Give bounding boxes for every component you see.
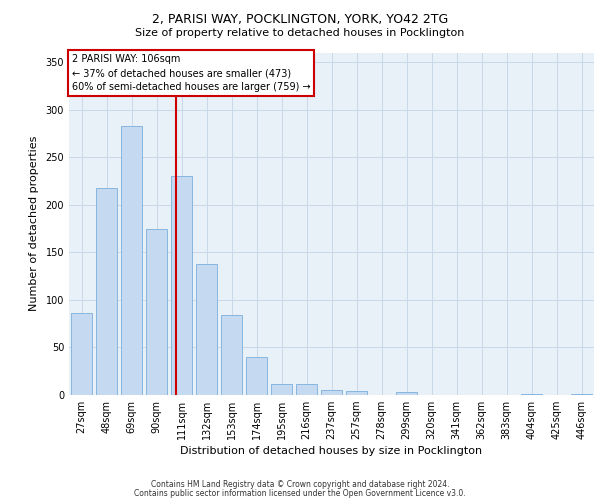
Bar — [96, 188, 117, 395]
Y-axis label: Number of detached properties: Number of detached properties — [29, 136, 38, 312]
Bar — [196, 264, 217, 395]
Bar — [271, 384, 292, 395]
Bar — [221, 315, 242, 395]
X-axis label: Distribution of detached houses by size in Pocklington: Distribution of detached houses by size … — [181, 446, 482, 456]
Bar — [571, 394, 592, 395]
Bar — [146, 228, 167, 395]
Bar — [346, 391, 367, 395]
Bar — [71, 313, 92, 395]
Bar — [121, 126, 142, 395]
Text: Size of property relative to detached houses in Pocklington: Size of property relative to detached ho… — [136, 28, 464, 38]
Bar — [296, 384, 317, 395]
Text: 2 PARISI WAY: 106sqm
← 37% of detached houses are smaller (473)
60% of semi-deta: 2 PARISI WAY: 106sqm ← 37% of detached h… — [71, 54, 310, 92]
Bar — [521, 394, 542, 395]
Text: Contains HM Land Registry data © Crown copyright and database right 2024.: Contains HM Land Registry data © Crown c… — [151, 480, 449, 489]
Text: 2, PARISI WAY, POCKLINGTON, YORK, YO42 2TG: 2, PARISI WAY, POCKLINGTON, YORK, YO42 2… — [152, 12, 448, 26]
Text: Contains public sector information licensed under the Open Government Licence v3: Contains public sector information licen… — [134, 488, 466, 498]
Bar — [396, 392, 417, 395]
Bar — [171, 176, 192, 395]
Bar — [246, 357, 267, 395]
Bar — [321, 390, 342, 395]
